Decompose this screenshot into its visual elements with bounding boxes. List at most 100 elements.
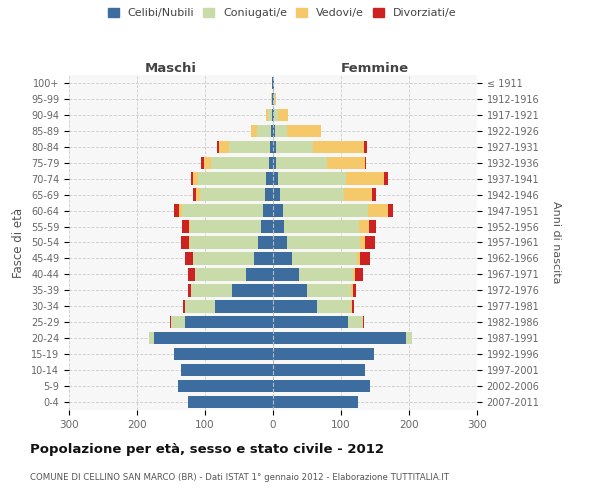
Bar (360, 252, 370, 264)
Bar (274, 92, 275, 105)
Bar (368, 204, 388, 217)
Bar (179, 204, 182, 217)
Bar (198, 172, 266, 185)
Y-axis label: Anni di nascita: Anni di nascita (551, 201, 561, 284)
Bar (369, 220, 376, 233)
Bar (313, 140, 364, 153)
Bar (273, 204, 283, 217)
Bar (170, 316, 171, 328)
Bar (182, 220, 188, 233)
Bar (182, 300, 185, 312)
Bar (266, 108, 268, 121)
Bar (196, 188, 200, 201)
Bar (188, 268, 195, 280)
Bar (328, 156, 365, 169)
Bar (273, 316, 348, 328)
Bar (346, 172, 384, 185)
Bar (371, 188, 376, 201)
Bar (275, 124, 287, 137)
Bar (280, 188, 344, 201)
Bar (182, 204, 263, 217)
Bar (181, 364, 273, 376)
Bar (251, 124, 257, 137)
Bar (278, 108, 288, 121)
Bar (195, 268, 246, 280)
Bar (190, 236, 258, 248)
Bar (274, 108, 278, 121)
Bar (299, 268, 353, 280)
Bar (364, 140, 367, 153)
Bar (365, 236, 375, 248)
Bar (273, 188, 280, 201)
Bar (317, 300, 351, 312)
Bar (188, 396, 273, 408)
Bar (188, 220, 190, 233)
Bar (273, 108, 274, 121)
Bar (191, 284, 232, 296)
Bar (273, 364, 365, 376)
Bar (351, 284, 353, 296)
Bar (174, 204, 179, 217)
Bar (273, 252, 292, 264)
Bar (217, 140, 218, 153)
Bar (287, 236, 360, 248)
Bar (218, 140, 229, 153)
Bar (287, 124, 321, 137)
Bar (307, 284, 351, 296)
Bar (266, 172, 273, 185)
Bar (273, 156, 277, 169)
Bar (355, 268, 363, 280)
Bar (272, 108, 273, 121)
Bar (215, 300, 273, 312)
Bar (200, 188, 265, 201)
Bar (348, 316, 363, 328)
Bar (360, 236, 365, 248)
Bar (273, 124, 275, 137)
Bar (273, 300, 317, 312)
Bar (254, 252, 273, 264)
Bar (229, 140, 269, 153)
Bar (193, 188, 196, 201)
Bar (188, 284, 191, 296)
Bar (201, 156, 205, 169)
Bar (284, 220, 359, 233)
Bar (275, 92, 277, 105)
Bar (365, 156, 366, 169)
Bar (246, 268, 273, 280)
Y-axis label: Fasce di età: Fasce di età (13, 208, 25, 278)
Bar (356, 252, 360, 264)
Bar (278, 172, 346, 185)
Bar (363, 316, 364, 328)
Bar (273, 140, 276, 153)
Bar (262, 220, 273, 233)
Bar (352, 300, 354, 312)
Bar (154, 332, 273, 344)
Bar (273, 172, 278, 185)
Legend: Celibi/Nubili, Coniugati/e, Vedovi/e, Divorziati/e: Celibi/Nubili, Coniugati/e, Vedovi/e, Di… (106, 6, 458, 20)
Bar (149, 332, 154, 344)
Bar (351, 300, 352, 312)
Bar (268, 108, 272, 121)
Bar (384, 172, 388, 185)
Bar (271, 124, 273, 137)
Bar (178, 380, 273, 392)
Bar (353, 268, 355, 280)
Bar (272, 77, 273, 89)
Bar (353, 284, 356, 296)
Bar (257, 124, 271, 137)
Bar (273, 236, 287, 248)
Bar (191, 172, 193, 185)
Bar (406, 332, 412, 344)
Text: COMUNE DI CELLINO SAN MARCO (BR) - Dati ISTAT 1° gennaio 2012 - Elaborazione TUT: COMUNE DI CELLINO SAN MARCO (BR) - Dati … (30, 472, 449, 482)
Bar (185, 316, 273, 328)
Bar (211, 156, 269, 169)
Bar (193, 172, 198, 185)
Bar (185, 252, 193, 264)
Bar (258, 236, 273, 248)
Bar (190, 220, 262, 233)
Bar (273, 92, 274, 105)
Bar (273, 77, 274, 89)
Bar (292, 252, 356, 264)
Bar (193, 252, 254, 264)
Bar (276, 140, 313, 153)
